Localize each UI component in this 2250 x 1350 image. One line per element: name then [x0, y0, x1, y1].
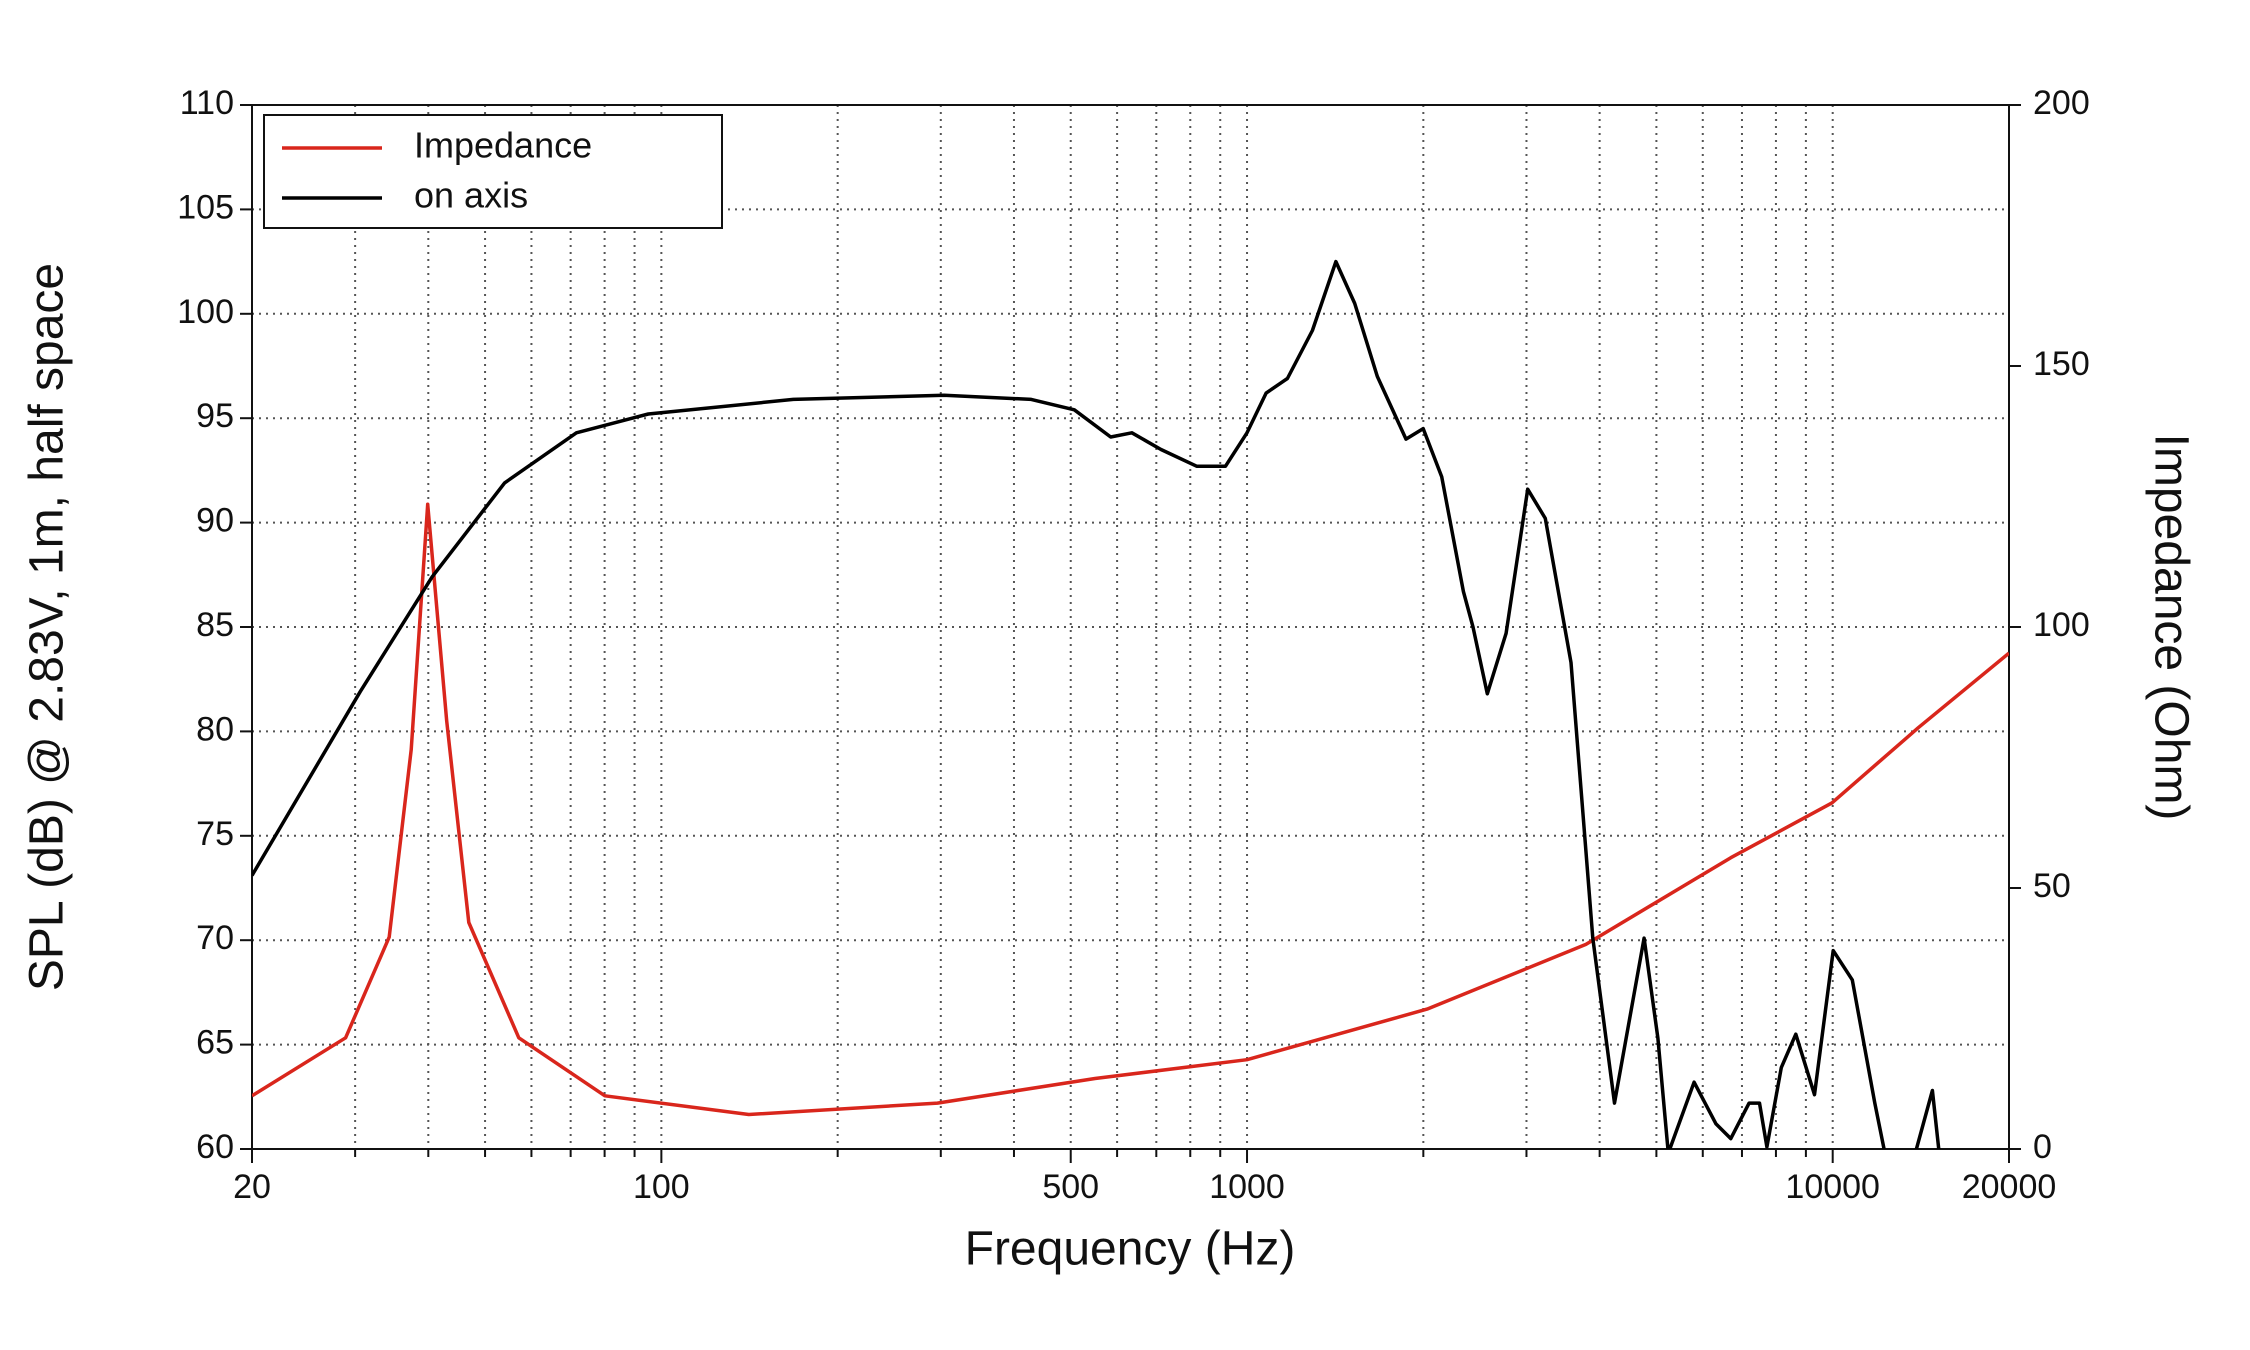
y2-tick-label: 150	[2033, 345, 2090, 383]
y2-tick-label: 200	[2033, 84, 2090, 122]
y-tick-label: 90	[196, 502, 234, 540]
y2-tick-label: 100	[2033, 606, 2090, 644]
x-tick-label: 10000	[1785, 1168, 1880, 1206]
y-tick-label: 80	[196, 710, 234, 748]
x-axis-label: Frequency (Hz)	[965, 1223, 1296, 1276]
legend-box	[263, 114, 723, 229]
x-tick-label: 20	[233, 1168, 271, 1206]
y-tick-label: 110	[180, 84, 234, 122]
y2-axis-label: Impedance (Ohm)	[2144, 434, 2197, 821]
y-tick-label: 95	[196, 397, 234, 435]
y-tick-label: 65	[196, 1024, 234, 1062]
y-tick-label: 105	[177, 188, 234, 226]
x-tick-label: 500	[1042, 1168, 1099, 1206]
plot-area	[252, 259, 2009, 1149]
y-tick-label: 85	[196, 606, 234, 644]
plot-frame	[251, 104, 2010, 1150]
x-tick-label: 100	[633, 1168, 690, 1206]
y2-tick-label: 50	[2033, 867, 2071, 905]
x-tick-label: 20000	[1962, 1168, 2057, 1206]
series-line	[252, 502, 2009, 1117]
legend-label: on axis	[414, 175, 528, 216]
y-tick-label: 70	[196, 919, 234, 957]
y-axis-label: SPL (dB) @ 2.83V, 1m, half space	[21, 263, 74, 991]
y-tick-label: 100	[177, 293, 234, 331]
series-line	[252, 259, 1941, 1149]
y-tick-label: 75	[196, 815, 234, 853]
legend-label: Impedance	[414, 125, 592, 166]
y2-tick-label: 0	[2033, 1128, 2052, 1166]
x-tick-label: 1000	[1209, 1168, 1285, 1206]
y-tick-label: 60	[196, 1128, 234, 1166]
